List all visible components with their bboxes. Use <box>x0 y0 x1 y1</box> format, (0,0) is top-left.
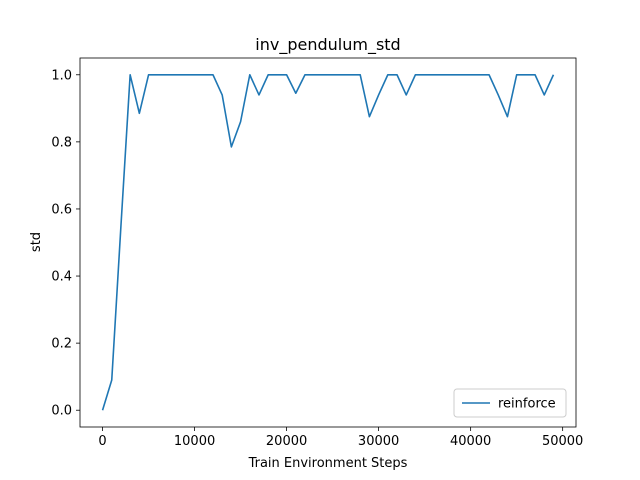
y-tick-label: 0.8 <box>51 135 72 150</box>
y-tick-label: 0.2 <box>51 337 72 352</box>
series-layer <box>101 73 555 411</box>
axes-frame <box>79 57 577 428</box>
x-tick-label: 40000 <box>450 434 491 449</box>
x-tick-label: 0 <box>98 434 106 449</box>
legend-box <box>453 388 567 418</box>
legend: reinforce <box>453 388 567 418</box>
y-axis-label: std <box>29 232 44 252</box>
x-axis-label: Train Environment Steps <box>248 456 408 471</box>
x-tick-label: 50000 <box>542 434 583 449</box>
y-tick-label: 0.6 <box>51 202 72 217</box>
x-axis: 0 10000 20000 30000 40000 50000 <box>98 427 583 449</box>
x-tick-label: 20000 <box>266 434 307 449</box>
series-line-reinforce <box>101 73 555 411</box>
plot-area <box>79 57 577 428</box>
x-tick-label: 10000 <box>174 434 215 449</box>
y-tick-label: 0.4 <box>51 270 72 285</box>
y-axis: 0.0 0.2 0.4 0.6 0.8 1.0 <box>51 68 80 419</box>
legend-label: reinforce <box>498 397 556 412</box>
y-tick-label: 0.0 <box>51 404 72 419</box>
chart-title: inv_pendulum_std <box>255 35 400 55</box>
x-tick-label: 30000 <box>358 434 399 449</box>
y-tick-label: 1.0 <box>51 68 72 83</box>
